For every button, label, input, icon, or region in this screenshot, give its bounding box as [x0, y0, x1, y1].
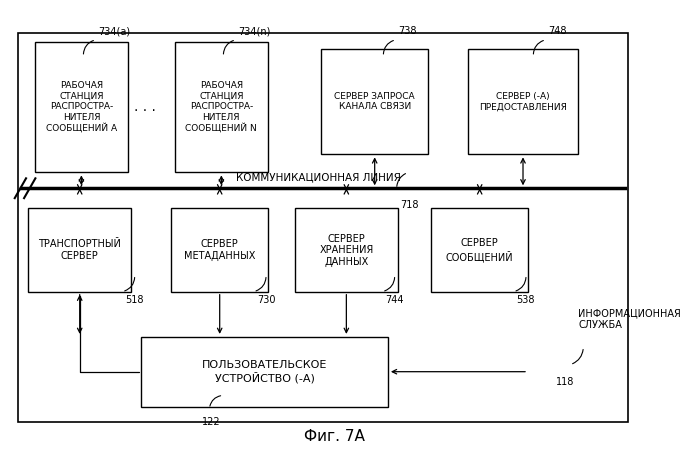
FancyBboxPatch shape [175, 42, 268, 173]
Text: СЕРВЕР ЗАПРОСА
КАНАЛА СВЯЗИ: СЕРВЕР ЗАПРОСА КАНАЛА СВЯЗИ [334, 92, 415, 111]
Text: ТРАНСПОРТНЫЙ
СЕРВЕР: ТРАНСПОРТНЫЙ СЕРВЕР [38, 239, 121, 261]
Text: Фиг. 7А: Фиг. 7А [304, 429, 365, 443]
Text: СЕРВЕР (-А)
ПРЕДОСТАВЛЕНИЯ: СЕРВЕР (-А) ПРЕДОСТАВЛЕНИЯ [479, 92, 567, 111]
Text: 122: 122 [202, 417, 221, 427]
Text: РАБОЧАЯ
СТАНЦИЯ
РАСПРОСТРА-
НИТЕЛЯ
СООБЩЕНИЙ N: РАБОЧАЯ СТАНЦИЯ РАСПРОСТРА- НИТЕЛЯ СООБЩ… [185, 82, 257, 133]
Text: 718: 718 [400, 200, 419, 210]
FancyBboxPatch shape [468, 48, 578, 154]
FancyBboxPatch shape [171, 208, 268, 292]
Text: ПОЛЬЗОВАТЕЛЬСКОЕ
УСТРОЙСТВО (-А): ПОЛЬЗОВАТЕЛЬСКОЕ УСТРОЙСТВО (-А) [202, 360, 327, 383]
Text: . . .: . . . [134, 100, 156, 114]
Text: ИНФОРМАЦИОННАЯ
СЛУЖБА: ИНФОРМАЦИОННАЯ СЛУЖБА [578, 308, 681, 330]
Text: КОММУНИКАЦИОННАЯ ЛИНИЯ: КОММУНИКАЦИОННАЯ ЛИНИЯ [236, 173, 401, 183]
FancyBboxPatch shape [431, 208, 528, 292]
Text: 518: 518 [125, 295, 144, 305]
Text: 734(n): 734(n) [238, 26, 271, 36]
Text: 734(a): 734(a) [98, 26, 130, 36]
Text: 744: 744 [385, 295, 404, 305]
FancyBboxPatch shape [28, 208, 131, 292]
Text: РАБОЧАЯ
СТАНЦИЯ
РАСПРОСТРА-
НИТЕЛЯ
СООБЩЕНИЙ А: РАБОЧАЯ СТАНЦИЯ РАСПРОСТРА- НИТЕЛЯ СООБЩ… [46, 82, 117, 133]
Text: 748: 748 [548, 26, 566, 36]
FancyBboxPatch shape [141, 337, 388, 407]
Text: СЕРВЕР
ХРАНЕНИЯ
ДАННЫХ: СЕРВЕР ХРАНЕНИЯ ДАННЫХ [319, 233, 373, 267]
FancyBboxPatch shape [322, 48, 428, 154]
Text: 730: 730 [257, 295, 275, 305]
Text: 118: 118 [556, 377, 574, 387]
Text: СЕРВЕР
МЕТАДАННЫХ: СЕРВЕР МЕТАДАННЫХ [184, 239, 255, 261]
FancyBboxPatch shape [295, 208, 398, 292]
Text: 538: 538 [517, 295, 535, 305]
Text: СЕРВЕР
СООБЩЕНИЙ: СЕРВЕР СООБЩЕНИЙ [446, 238, 514, 262]
Text: 738: 738 [398, 26, 417, 36]
FancyBboxPatch shape [35, 42, 128, 173]
